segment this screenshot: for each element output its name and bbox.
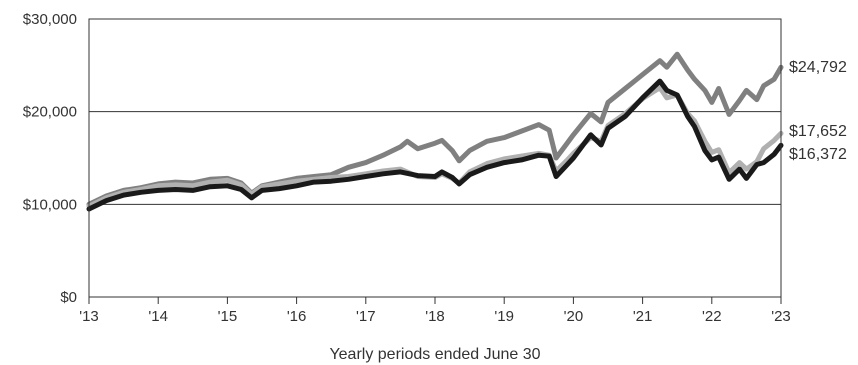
plot-frame: [88, 18, 782, 298]
y-tick-label: $20,000: [23, 104, 77, 121]
series-line-2: [86, 85, 784, 209]
x-tick-label: '22: [702, 308, 722, 325]
x-tick-label: '21: [633, 308, 653, 325]
x-tick-label: '20: [564, 308, 584, 325]
series-line-3: [86, 78, 784, 212]
y-tick-label: $10,000: [23, 196, 77, 213]
y-axis-ticks: $0 $10,000 $20,000 $30,000: [23, 11, 77, 306]
x-tick-label: '15: [218, 308, 238, 325]
x-tick-label: '13: [79, 308, 99, 325]
gridlines: [89, 111, 781, 205]
series-line-1: [86, 51, 784, 207]
x-tick-label: '18: [425, 308, 445, 325]
x-tick-label: '16: [287, 308, 307, 325]
y-tick-label: $30,000: [23, 11, 77, 28]
end-value-label-2: $17,652: [789, 123, 847, 140]
x-tick-label: '17: [356, 308, 376, 325]
x-tick-label: '14: [148, 308, 168, 325]
x-tick-label: '23: [771, 308, 791, 325]
end-value-label-1: $24,792: [789, 59, 847, 76]
x-axis-title: Yearly periods ended June 30: [329, 346, 540, 363]
x-axis-ticks: '13 '14 '15 '16 '17 '18 '19 '20 '21 '22 '23: [79, 297, 791, 325]
x-tick-label: '19: [494, 308, 514, 325]
y-tick-label: $0: [60, 289, 77, 306]
series-layer: [86, 51, 784, 212]
end-value-labels: $24,792 $17,652 $16,372: [789, 59, 847, 163]
end-value-label-3: $16,372: [789, 146, 847, 163]
